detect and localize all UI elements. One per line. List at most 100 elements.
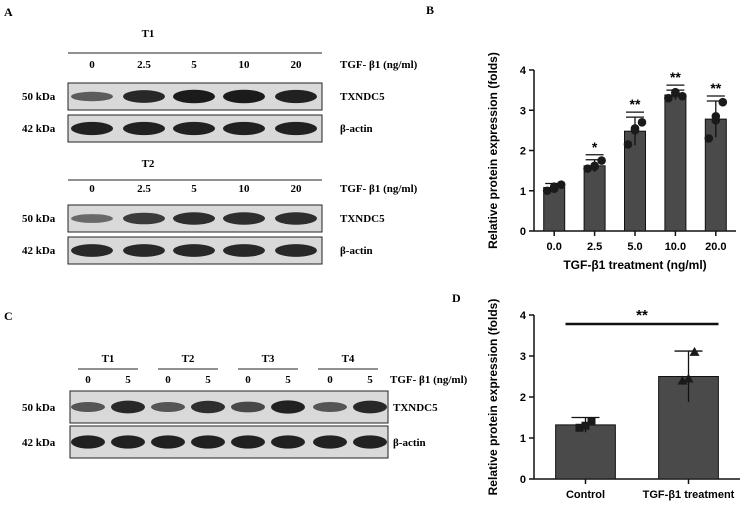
blot-a-2-row-band — [223, 212, 265, 225]
chart-b-x-tick-label: 10.0 — [665, 241, 686, 253]
blot-a-1-row-band — [173, 121, 215, 136]
blot-c-row-band — [151, 402, 185, 412]
chart-d-data-point — [689, 346, 700, 356]
blot-a-1-row-band — [275, 121, 317, 136]
chart-b-y-tick-label: 4 — [520, 65, 527, 77]
chart-b-x-tick-label: 5.0 — [627, 241, 642, 253]
chart-d-y-axis-label: Relative protein expression (folds) — [486, 299, 500, 496]
chart-d-data-point — [683, 373, 694, 383]
blot-a-1-lane-label: 0 — [89, 59, 95, 71]
chart-b-data-point — [590, 161, 599, 171]
chart-d-x-tick-label: Control — [566, 489, 605, 501]
blot-a-1-marker: 42 kDa — [22, 123, 56, 135]
blot-a-2-title: T2 — [142, 158, 155, 170]
blot-c-row-band — [111, 435, 145, 449]
blot-c-group-label: T4 — [342, 353, 355, 365]
chart-b-data-point — [549, 184, 559, 194]
blot-a-2-lane-label: 10 — [239, 183, 251, 195]
blot-a-2-treatment-label: TGF- β1 (ng/ml) — [340, 183, 418, 195]
chart-b-y-tick-label: 2 — [520, 146, 526, 158]
blot-c-row-band — [71, 435, 105, 449]
blot-c-lane-label: 5 — [125, 374, 131, 386]
blot-c-lane-label: 0 — [165, 374, 171, 386]
blot-c-row-band — [353, 400, 387, 414]
blot-a-2-lane-label: 20 — [291, 183, 303, 195]
blot-a-2-marker: 42 kDa — [22, 245, 56, 257]
blot-a-1-row-band — [71, 91, 113, 102]
blot-a-2-lane-label: 2.5 — [137, 183, 151, 195]
blot-c-lane-label: 0 — [245, 374, 251, 386]
western-blot-panel-a: T1 0 2.5 5 10 20 TGF- β1 (ng/ml) 50 kDa TXNDC5 42… — [22, 28, 418, 265]
panel-label-b: B — [426, 3, 434, 17]
blot-a-1-row-band — [275, 89, 317, 104]
blot-c-lane-label: 5 — [205, 374, 211, 386]
blot-c-protein-label: β-actin — [393, 437, 426, 449]
chart-b-data-point — [718, 97, 728, 107]
blot-c-row-band — [231, 435, 265, 449]
chart-b-significance-marker: * — [592, 139, 598, 155]
chart-b-x-tick-label: 0.0 — [547, 241, 562, 253]
chart-b-data-point — [664, 93, 673, 103]
western-blot-panel-c: T1 T2 T3 T4 0 5 0 5 0 5 0 5 TGF- β1 (ng/ml) 50 kDa TXN… — [22, 353, 468, 459]
chart-b-data-point — [704, 134, 714, 143]
blot-c-row-band — [353, 435, 387, 449]
bar-chart-panel-d: 0 1 2 3 4 Relative protein expression (folds)… — [486, 299, 740, 501]
panel-label-d: D — [452, 291, 461, 305]
chart-b-data-point — [711, 111, 721, 121]
chart-b-data-point — [542, 186, 552, 196]
blot-a-1-treatment-label: TGF- β1 (ng/ml) — [340, 59, 418, 71]
blot-c-group-label: T3 — [262, 353, 275, 365]
blot-a-1-row-band — [223, 121, 265, 136]
chart-b-data-point — [623, 140, 633, 149]
chart-b-y-tick-label: 1 — [520, 186, 526, 198]
blot-a-2-row-band — [173, 212, 215, 225]
chart-d-y-tick-label: 2 — [520, 392, 526, 404]
blot-c-marker: 50 kDa — [22, 402, 56, 414]
blot-a-2-row-band — [71, 244, 113, 257]
chart-b-data-point — [630, 124, 640, 133]
blot-a-1-lane-label: 5 — [191, 59, 197, 71]
blot-a-1-row-band — [173, 89, 215, 104]
chart-d-significance-marker: ** — [636, 307, 648, 324]
chart-b-bar — [664, 94, 687, 232]
blot-a-1-row-band — [71, 121, 113, 136]
blot-c-lane-label: 5 — [285, 374, 291, 386]
chart-d-data-point — [575, 423, 584, 432]
chart-b-y-tick-label: 3 — [520, 105, 526, 117]
chart-d-y-tick-label: 0 — [520, 474, 526, 486]
blot-a-2-marker: 50 kDa — [22, 213, 56, 225]
blot-a-2-row-band — [71, 214, 113, 223]
blot-c-marker: 42 kDa — [22, 437, 56, 449]
blot-a-1-marker: 50 kDa — [22, 91, 56, 103]
blot-a-2-lane-label: 0 — [89, 183, 95, 195]
chart-b-bar — [583, 165, 606, 232]
chart-d-data-point — [587, 417, 596, 426]
chart-b-x-axis-label: TGF-β1 treatment (ng/ml) — [563, 258, 706, 272]
blot-c-group-label: T2 — [182, 353, 195, 365]
blot-a-2-row-band — [123, 244, 165, 257]
chart-b-significance-marker: ** — [670, 69, 681, 85]
blot-a-1-row-band — [123, 90, 165, 103]
chart-d-y-tick-label: 1 — [520, 433, 526, 445]
blot-c-treatment-label: TGF- β1 (ng/ml) — [390, 374, 468, 386]
chart-b-x-tick-label: 2.5 — [587, 241, 602, 253]
chart-d-bar — [555, 424, 616, 480]
chart-b-data-point — [556, 180, 566, 190]
blot-a-1-lane-label: 10 — [239, 59, 251, 71]
blot-c-row-band — [191, 400, 225, 414]
blot-c-row-band — [191, 435, 225, 449]
chart-b-significance-marker: ** — [630, 96, 641, 112]
blot-a-1-row-band — [123, 121, 165, 136]
chart-d-y-tick-label: 3 — [520, 351, 526, 363]
chart-b-data-point — [583, 164, 592, 173]
blot-a-2-protein-label: β-actin — [340, 245, 373, 257]
chart-b-data-point — [671, 89, 680, 98]
blot-c-row-band — [313, 435, 347, 449]
blot-a-1-lane-label: 20 — [291, 59, 303, 71]
blot-a-2-row-band — [223, 244, 265, 257]
blot-c-row-band — [111, 400, 145, 414]
chart-b-significance-marker: ** — [710, 80, 721, 96]
chart-b-data-point — [637, 118, 647, 127]
chart-b-y-axis-label: Relative protein expression (folds) — [486, 52, 500, 249]
